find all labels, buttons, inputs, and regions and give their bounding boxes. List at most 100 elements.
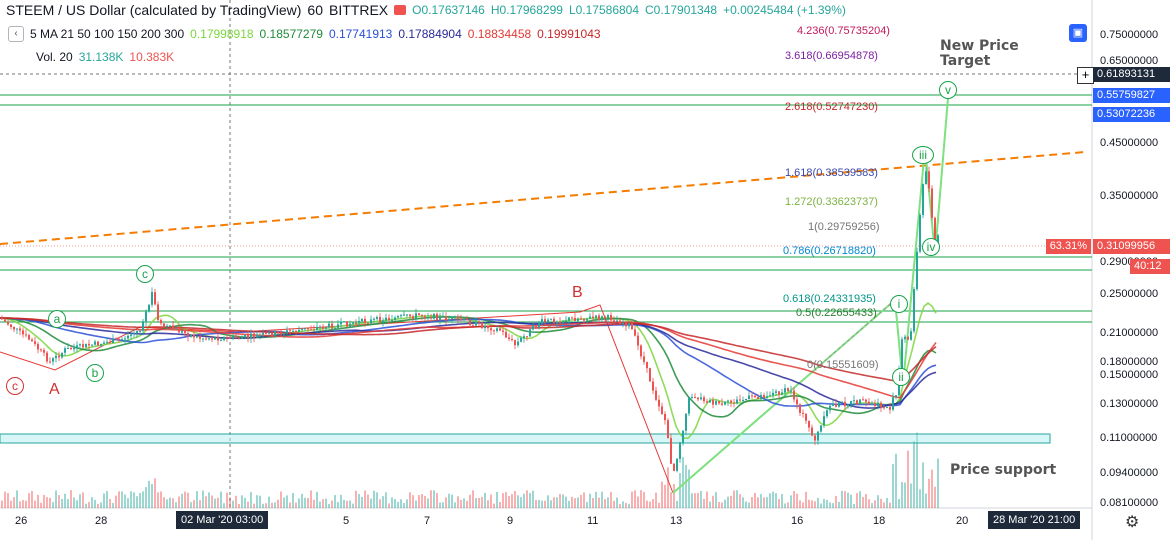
volume-bar <box>7 493 9 508</box>
fib-1272-label: 1.272(0.33623737) <box>785 196 878 208</box>
volume-bar <box>472 490 474 508</box>
alert-icon[interactable] <box>394 5 407 15</box>
candle-body <box>94 341 96 345</box>
candle-body <box>799 404 801 413</box>
candle-body <box>706 401 708 403</box>
gear-icon[interactable]: ⚙ <box>1125 514 1140 531</box>
symbol-title[interactable]: STEEM / US Dollar (calculated by Trading… <box>6 2 302 18</box>
volume-bar <box>292 493 294 508</box>
volume-bar <box>64 493 66 508</box>
volume-bar <box>232 500 234 508</box>
volume-bar <box>469 494 471 508</box>
candle-body <box>136 331 138 334</box>
volume-bar <box>79 494 81 508</box>
volume-bar <box>37 494 39 508</box>
volume-bar <box>916 432 918 508</box>
candle-body <box>271 332 273 337</box>
plot-area[interactable] <box>0 0 1092 508</box>
crosshair-time-tag: 02 Mar '20 03:00 <box>176 511 269 529</box>
candle-body <box>223 337 225 341</box>
volume-bar <box>658 502 660 508</box>
volume-bar <box>280 491 282 508</box>
volume-bar <box>1 500 3 508</box>
candle-body <box>79 344 81 346</box>
volume-bar <box>844 491 846 508</box>
volume-bar <box>436 492 438 508</box>
candle-body <box>712 400 714 405</box>
volume-bar <box>133 492 135 508</box>
volume-bar <box>208 492 210 508</box>
candle-body <box>661 406 663 414</box>
candle-body <box>154 292 156 305</box>
volume-bar <box>514 491 516 508</box>
volume-bar <box>772 491 774 508</box>
volume-bar <box>49 497 51 508</box>
ma-label[interactable]: 5 MA 21 50 100 150 200 300 <box>30 27 185 41</box>
calendar-icon[interactable]: ▣ <box>1069 24 1087 42</box>
candle-body <box>220 340 222 342</box>
volume-bar <box>388 503 390 508</box>
candle-body <box>157 304 159 320</box>
volume-bar <box>700 490 702 508</box>
volume-bar <box>223 503 225 508</box>
candle-body <box>100 343 102 346</box>
volume-bar <box>613 500 615 508</box>
volume-bar <box>148 480 150 508</box>
volume-bar <box>541 500 543 508</box>
candle-body <box>847 404 849 407</box>
volume-bar <box>661 481 663 508</box>
volume-bar <box>505 492 507 508</box>
candle-body <box>412 316 414 319</box>
candle-body <box>352 322 354 324</box>
x-tick-28: 28 <box>95 515 108 527</box>
volume-bar <box>295 502 297 508</box>
candle-body <box>694 396 696 398</box>
candle-body <box>244 334 246 338</box>
candle-body <box>796 399 798 405</box>
interval[interactable]: 60 <box>307 2 323 18</box>
volume-bar <box>865 494 867 508</box>
candle-body <box>682 430 684 444</box>
volume-bar <box>745 501 747 508</box>
volume-bar <box>94 499 96 508</box>
volume-bar <box>265 503 267 508</box>
volume-bar <box>652 499 654 508</box>
candle-body <box>907 336 909 340</box>
candle-body <box>481 322 483 329</box>
candle-body <box>205 338 207 340</box>
vol-label[interactable]: Vol. 20 <box>36 50 73 64</box>
collapse-chevron-icon[interactable]: ‹ <box>8 26 24 42</box>
volume-bar <box>799 500 801 508</box>
volume-bar <box>301 493 303 508</box>
volume-bar <box>172 498 174 508</box>
candle-body <box>340 321 342 325</box>
volume-bar <box>364 490 366 508</box>
volume-bar <box>385 492 387 508</box>
candle-body <box>49 361 51 363</box>
volume-bar <box>688 469 690 508</box>
volume-bar <box>643 492 645 508</box>
volume-bar <box>316 491 318 508</box>
crosshair-plus-icon[interactable]: + <box>1077 67 1094 84</box>
volume-bar <box>640 490 642 508</box>
y-tick-075: 0.75000000 <box>1100 29 1159 41</box>
candle-body <box>415 313 417 319</box>
candle-body <box>448 318 450 321</box>
candle-body <box>487 325 489 329</box>
volume-bar <box>409 492 411 508</box>
candle-body <box>16 328 18 330</box>
candle-body <box>544 319 546 322</box>
candle-body <box>526 336 528 338</box>
volume-bar <box>607 497 609 508</box>
volume-bar <box>592 497 594 508</box>
volume-bar <box>145 487 147 508</box>
volume-bar <box>256 495 258 508</box>
volume-bar <box>358 494 360 508</box>
volume-bar <box>307 497 309 508</box>
candle-body <box>814 435 816 441</box>
volume-bar <box>697 492 699 508</box>
fib-1-label: 1(0.29759256) <box>808 221 880 233</box>
candle-body <box>4 319 6 322</box>
candle-body <box>391 319 393 321</box>
